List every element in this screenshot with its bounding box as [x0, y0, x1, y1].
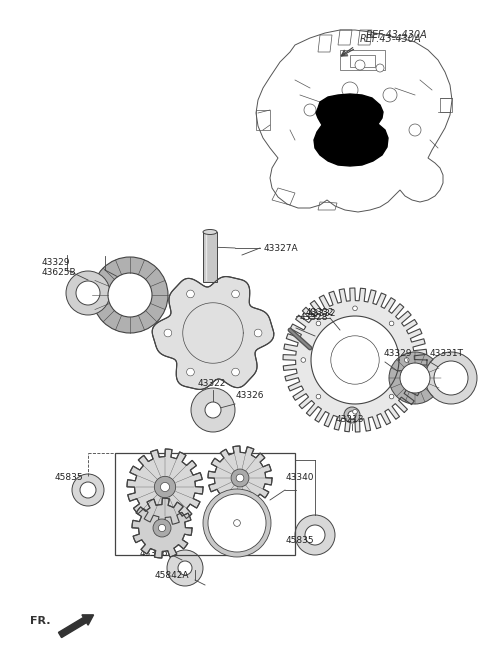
- Polygon shape: [152, 277, 274, 390]
- Circle shape: [234, 520, 240, 526]
- FancyArrow shape: [59, 615, 94, 638]
- Circle shape: [191, 388, 235, 432]
- Circle shape: [232, 368, 240, 376]
- Circle shape: [383, 88, 397, 102]
- Circle shape: [389, 394, 394, 399]
- Circle shape: [301, 358, 306, 362]
- Circle shape: [304, 104, 316, 116]
- Circle shape: [205, 402, 221, 418]
- Circle shape: [232, 290, 240, 298]
- Circle shape: [72, 474, 104, 506]
- Text: 43326: 43326: [140, 549, 168, 558]
- Circle shape: [160, 482, 169, 491]
- Circle shape: [434, 361, 468, 395]
- Circle shape: [331, 336, 379, 384]
- Circle shape: [108, 273, 152, 317]
- Circle shape: [353, 306, 357, 310]
- Circle shape: [353, 409, 357, 414]
- Circle shape: [66, 271, 110, 315]
- Circle shape: [404, 358, 409, 362]
- Text: 43340: 43340: [286, 473, 314, 482]
- Text: 43213: 43213: [336, 415, 364, 424]
- Circle shape: [228, 514, 245, 531]
- Bar: [340, 50, 385, 70]
- Text: 45835: 45835: [286, 536, 314, 545]
- Circle shape: [187, 290, 194, 298]
- Circle shape: [187, 368, 194, 376]
- Circle shape: [344, 407, 360, 423]
- Circle shape: [316, 321, 321, 326]
- PathPatch shape: [283, 288, 427, 432]
- Text: 43328: 43328: [300, 313, 328, 322]
- Circle shape: [178, 561, 192, 575]
- Circle shape: [76, 281, 100, 305]
- Circle shape: [348, 411, 356, 419]
- Polygon shape: [208, 446, 272, 510]
- Polygon shape: [209, 495, 265, 551]
- Circle shape: [305, 525, 325, 545]
- Circle shape: [155, 476, 176, 498]
- Polygon shape: [314, 94, 388, 166]
- Polygon shape: [132, 498, 192, 558]
- Circle shape: [231, 469, 249, 487]
- Text: 43329: 43329: [384, 349, 412, 358]
- Circle shape: [400, 363, 430, 393]
- Circle shape: [389, 321, 394, 326]
- Circle shape: [425, 352, 477, 404]
- Text: 43332: 43332: [306, 308, 335, 317]
- Text: FR.: FR.: [30, 616, 50, 626]
- Circle shape: [236, 474, 244, 482]
- Circle shape: [153, 519, 171, 537]
- Circle shape: [80, 482, 96, 498]
- Circle shape: [203, 489, 271, 557]
- Circle shape: [409, 124, 421, 136]
- Bar: [115, 453, 295, 555]
- Text: REF.43-430A: REF.43-430A: [360, 34, 422, 44]
- Circle shape: [167, 550, 203, 586]
- Circle shape: [164, 329, 172, 337]
- Text: 43329: 43329: [42, 258, 71, 267]
- Text: REF.43-430A: REF.43-430A: [366, 30, 428, 40]
- Text: 43625B: 43625B: [42, 268, 77, 277]
- Circle shape: [316, 394, 321, 399]
- Text: 43327A: 43327A: [264, 244, 299, 253]
- Text: 43331T: 43331T: [430, 349, 464, 358]
- Text: 43326: 43326: [236, 391, 264, 400]
- Text: 43322: 43322: [198, 379, 227, 388]
- Polygon shape: [127, 449, 203, 525]
- Circle shape: [158, 524, 166, 531]
- Circle shape: [355, 60, 365, 70]
- Text: 45835: 45835: [55, 473, 84, 482]
- Circle shape: [208, 494, 266, 552]
- Circle shape: [376, 64, 384, 72]
- Circle shape: [92, 257, 168, 333]
- Circle shape: [389, 352, 441, 404]
- Text: 43332: 43332: [308, 309, 336, 318]
- Ellipse shape: [203, 230, 217, 234]
- Bar: [256, 110, 270, 130]
- Bar: [350, 55, 375, 67]
- Bar: [440, 98, 452, 112]
- Circle shape: [295, 515, 335, 555]
- Circle shape: [342, 82, 358, 98]
- Bar: [203, 232, 217, 282]
- Text: 45842A: 45842A: [155, 571, 190, 580]
- Circle shape: [254, 329, 262, 337]
